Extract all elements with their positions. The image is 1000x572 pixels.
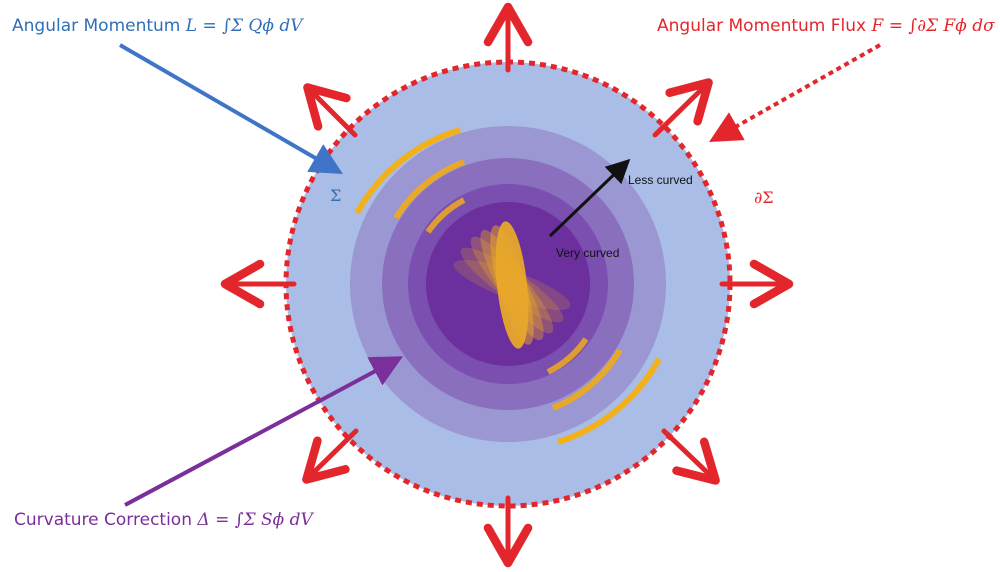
arc-middle-upper (393, 159, 466, 220)
flux-arrow-up-left (303, 83, 358, 138)
less-curved-label: Less curved (628, 173, 693, 187)
angular-momentum-pointer (118, 43, 343, 175)
very-curved-label: Very curved (556, 246, 620, 260)
arc-middle-lower (551, 348, 623, 411)
flux-arrow-up-right (652, 78, 713, 138)
flux-pointer-dotted (709, 43, 881, 142)
arc-outer-lower (557, 357, 662, 445)
boundary-symbol: ∂Σ (754, 188, 774, 207)
angular-momentum-flux-formula: F = ∫∂Σ Fϕ dσ (871, 16, 995, 36)
curvature-correction-pointer (124, 356, 404, 507)
flux-arrow-down-right (661, 428, 720, 485)
curvature-correction-formula: Δ = ∫Σ Sϕ dV (197, 510, 313, 530)
angular-momentum-formula: L = ∫Σ Qϕ dV (185, 16, 303, 36)
flux-arrow-down-left (302, 428, 359, 484)
angular-momentum-label: Angular Momentum L = ∫Σ Qϕ dV (12, 16, 303, 36)
rotating-ellipse-fan (453, 221, 571, 349)
curvature-correction-label: Curvature Correction Δ = ∫Σ Sϕ dV (14, 510, 313, 530)
flux-arrows (220, 2, 794, 568)
arc-inner-lower (546, 337, 589, 375)
arc-inner-upper (425, 197, 466, 234)
arc-outer-upper (354, 127, 461, 215)
sigma-symbol: Σ (330, 186, 342, 205)
angular-momentum-flux-label: Angular Momentum Flux F = ∫∂Σ Fϕ dσ (657, 16, 995, 36)
curvature-direction-arrow (548, 158, 631, 238)
